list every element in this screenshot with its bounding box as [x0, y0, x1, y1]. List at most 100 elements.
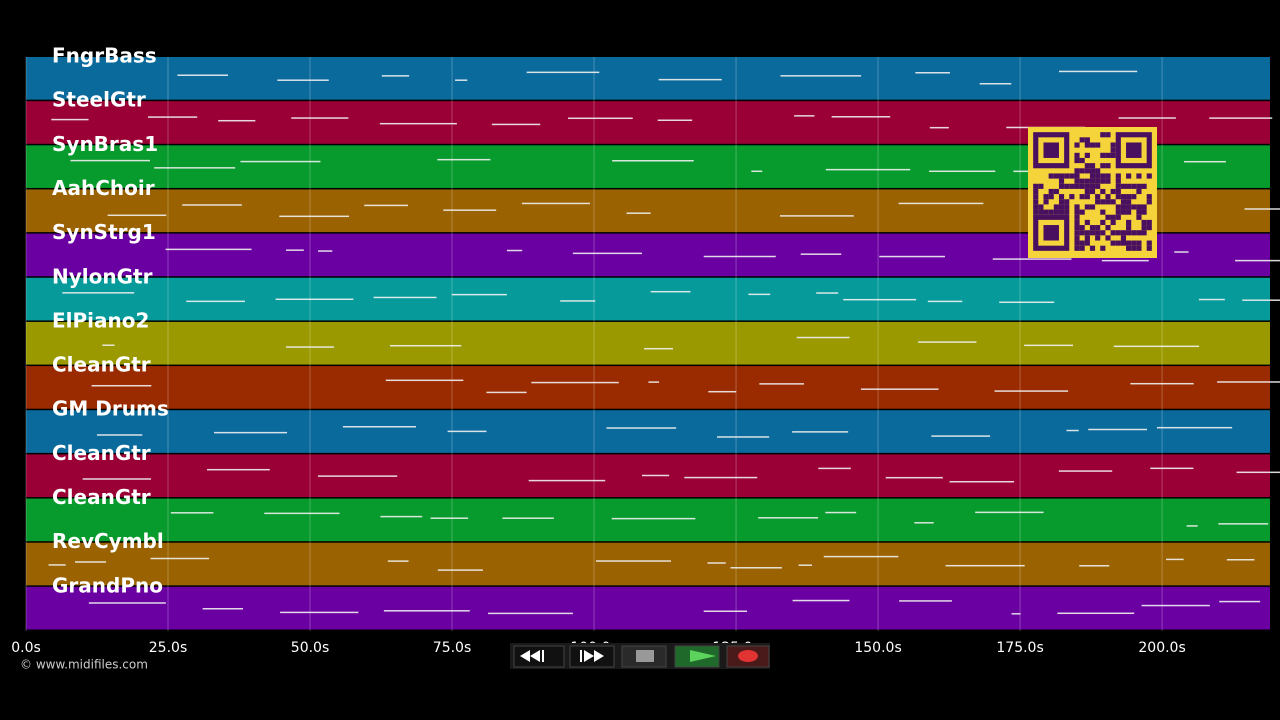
note [794, 115, 815, 117]
note [1244, 208, 1280, 210]
qr-module [1126, 209, 1132, 215]
qr-module [1058, 194, 1065, 200]
qr-module [1089, 245, 1096, 251]
note [898, 202, 984, 205]
qr-module [1136, 209, 1142, 215]
note [979, 82, 1012, 85]
qr-module [1146, 219, 1152, 226]
qr-module [1146, 173, 1152, 179]
note [657, 119, 693, 122]
note [51, 118, 89, 121]
qr-module [1079, 183, 1085, 189]
qr-module [1110, 214, 1116, 220]
note [275, 298, 354, 301]
note [491, 123, 541, 126]
qr-module [1074, 204, 1080, 210]
note [150, 557, 210, 560]
play-button[interactable] [674, 645, 720, 668]
qr-module [1110, 240, 1116, 246]
note [107, 214, 167, 217]
track-label: GrandPno [52, 573, 163, 597]
qr-module [1089, 173, 1096, 179]
qr-module [1131, 204, 1137, 210]
note [708, 390, 737, 393]
record-button[interactable] [726, 645, 770, 668]
qr-module [1048, 194, 1054, 200]
qr-module [1089, 183, 1096, 189]
note [380, 515, 423, 518]
qr-module [1115, 209, 1121, 215]
qr-module [1033, 183, 1039, 189]
note [1130, 382, 1194, 385]
note [1058, 70, 1138, 73]
note [486, 391, 527, 394]
qr-module [1084, 163, 1090, 169]
note [264, 512, 340, 515]
qr-module [1131, 245, 1137, 251]
qr-module [1100, 245, 1106, 251]
qr-module [1126, 204, 1132, 210]
qr-module [1126, 183, 1132, 189]
qr-module [1074, 240, 1080, 246]
qr-module [1084, 230, 1090, 236]
qr-module [1115, 173, 1121, 179]
note [606, 427, 677, 429]
fast-forward-button[interactable] [569, 645, 615, 668]
grid [25, 57, 1163, 631]
note [572, 252, 642, 255]
qr-module [1126, 240, 1132, 246]
qr-module [1074, 157, 1080, 164]
track-labels: FngrBass SteelGtr SynBras1 AahChoir SynStrg1… [52, 44, 169, 598]
qr-module [1089, 168, 1096, 174]
transport-controls [510, 643, 770, 669]
qr-module [1100, 230, 1106, 236]
note [823, 555, 899, 558]
qr-module [1074, 214, 1080, 220]
qr-module [1126, 194, 1132, 200]
note [684, 476, 758, 479]
qr-module [1100, 132, 1106, 138]
track-lane [26, 321, 1270, 365]
note [279, 215, 349, 218]
qr-module [1079, 178, 1085, 184]
qr-module [1053, 188, 1059, 195]
qr-module [1058, 199, 1065, 205]
note [214, 431, 288, 434]
note [796, 336, 850, 339]
qr-module [1079, 230, 1085, 236]
qr-module [1089, 204, 1096, 210]
qr-module [1126, 219, 1132, 226]
qr-module [1141, 204, 1147, 210]
qr-module [1079, 157, 1085, 164]
note [658, 78, 722, 81]
qr-module [1146, 225, 1152, 231]
note [612, 160, 694, 162]
qr-module [1079, 240, 1085, 246]
qr-module [1110, 219, 1116, 226]
qr-module [1064, 204, 1070, 210]
qr-module [1105, 163, 1111, 169]
qr-module [1033, 199, 1039, 205]
note [385, 379, 464, 382]
qr-module [1074, 168, 1080, 174]
qr-module [1079, 194, 1085, 200]
track-label: FngrBass [52, 44, 157, 68]
note [286, 346, 335, 348]
note [879, 255, 946, 258]
stop-button[interactable] [621, 645, 667, 668]
rewind-button[interactable] [513, 645, 565, 668]
qr-module [1126, 230, 1132, 236]
qr-module [1058, 209, 1065, 215]
qr-module [1115, 188, 1121, 195]
qr-module [1043, 209, 1049, 215]
qr-module [1095, 194, 1101, 200]
note [650, 290, 691, 293]
qr-module [1084, 168, 1090, 174]
track-lane [26, 542, 1270, 586]
qr-module [1141, 209, 1147, 215]
qr-module [1105, 225, 1111, 231]
note [182, 204, 242, 206]
qr-module [1105, 235, 1111, 241]
note [644, 347, 673, 350]
